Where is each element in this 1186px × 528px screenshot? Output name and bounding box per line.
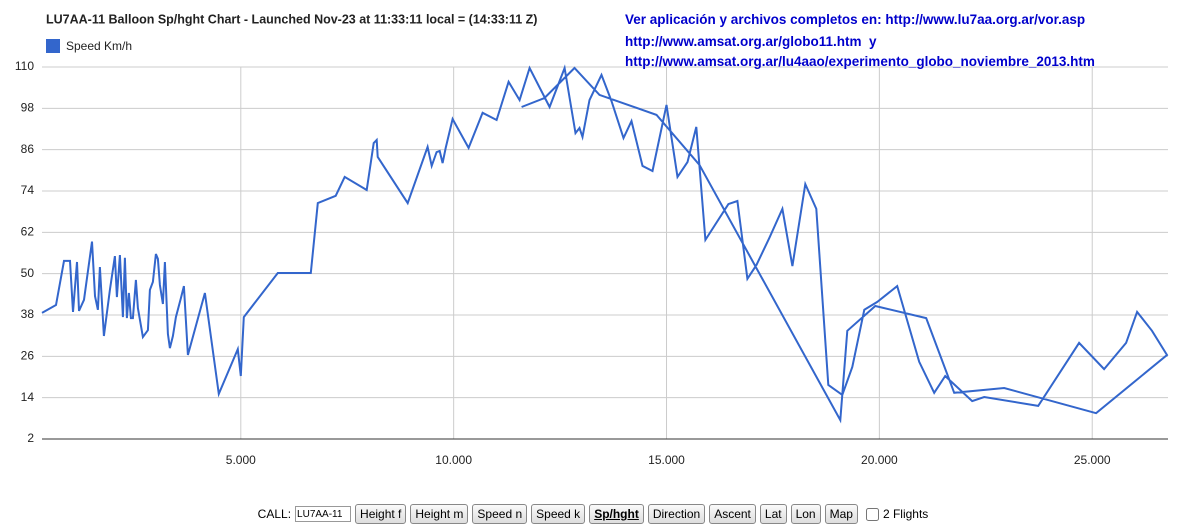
button[interactable]: Lat: [759, 504, 787, 524]
checkbox-label: 2 Flights: [882, 507, 929, 521]
y-tick-label: 38: [21, 307, 35, 321]
y-tick-label: 50: [21, 266, 35, 280]
y-tick-label: 74: [21, 183, 35, 197]
y-tick-label: 98: [21, 101, 35, 115]
button[interactable]: Lon: [790, 504, 821, 524]
x-tick-label: 25.000: [1074, 453, 1111, 467]
call-input[interactable]: [295, 506, 352, 522]
button[interactable]: Sp/hght: [589, 504, 644, 524]
x-tick-label: 20.000: [861, 453, 898, 467]
button[interactable]: Ascent: [709, 504, 756, 524]
button[interactable]: Speed k: [531, 504, 586, 524]
x-tick-label: 10.000: [435, 453, 472, 467]
y-tick-label: 62: [21, 225, 35, 239]
call-label: CALL:: [257, 507, 292, 521]
link[interactable]: http://www.amsat.org.ar/lu4aao/experimen…: [625, 54, 1095, 69]
button[interactable]: Direction: [647, 504, 706, 524]
y-tick-label: 86: [21, 142, 35, 156]
chart: LU7AA-11 Balloon Sp/hght Chart - Launche…: [15, 12, 1169, 467]
legend-label: Speed Km/h: [66, 39, 132, 53]
y-tick-label: 2: [27, 431, 34, 445]
plot-area: [42, 67, 1168, 439]
button[interactable]: Speed n: [472, 504, 528, 524]
checkbox[interactable]: [865, 507, 879, 521]
button[interactable]: Height f: [355, 504, 407, 524]
y-tick-label: 26: [21, 349, 35, 363]
y-tick-label: 14: [21, 390, 35, 404]
button[interactable]: Height m: [410, 504, 469, 524]
x-tick-label: 15.000: [648, 453, 685, 467]
legend-swatch: [46, 39, 60, 53]
x-tick-label: 5.000: [226, 453, 256, 467]
link[interactable]: Ver aplicación y archivos completos en: …: [625, 12, 1086, 27]
line: [41, 64, 1169, 424]
link[interactable]: http://www.amsat.org.ar/globo11.htm y: [625, 34, 877, 49]
chart-title: LU7AA-11 Balloon Sp/hght Chart - Launche…: [46, 12, 537, 26]
y-tick-label: 110: [15, 59, 34, 73]
button[interactable]: Map: [824, 504, 858, 524]
